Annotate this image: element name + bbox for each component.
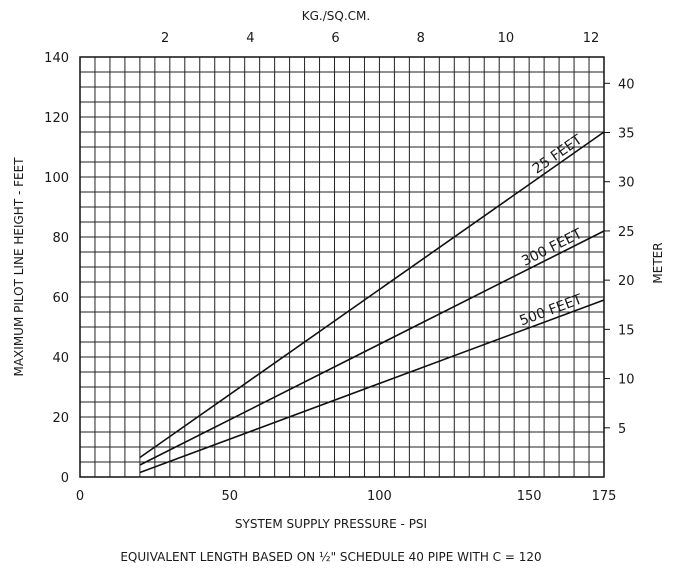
- right-tick-label: 25: [618, 225, 635, 240]
- grid: [79, 56, 605, 478]
- series-line-0: [139, 131, 605, 459]
- top-tick-label: 12: [583, 31, 600, 46]
- top-axis-title: KG./SQ.CM.: [302, 9, 370, 23]
- y-tick-label: 120: [44, 111, 69, 126]
- tick-labels: 0 20 40 60 80 100 120 140 0 50 100 150 175 2 4 6 8 10 12 5 1…: [44, 31, 634, 504]
- right-tick-label: 10: [618, 373, 635, 388]
- right-tick-label: 35: [618, 127, 635, 142]
- right-tick-label: 15: [618, 323, 635, 338]
- top-tick-label: 10: [498, 31, 515, 46]
- x-tick-label: 0: [76, 489, 84, 504]
- y-tick-label: 60: [52, 291, 69, 306]
- right-tick-label: 5: [618, 422, 626, 437]
- y-tick-label: 80: [52, 231, 69, 246]
- right-tick-label: 20: [618, 274, 635, 289]
- series-label-0: 25 FEET: [530, 132, 586, 178]
- right-axis-title: METER: [651, 242, 665, 283]
- y-tick-label: 140: [44, 51, 69, 66]
- top-tick-label: 6: [331, 31, 339, 46]
- y-tick-label: 20: [52, 411, 69, 426]
- top-tick-label: 4: [246, 31, 254, 46]
- plot-border: [79, 56, 605, 478]
- footnote: EQUIVALENT LENGTH BASED ON ½" SCHEDULE 4…: [120, 550, 541, 564]
- x-axis-title: SYSTEM SUPPLY PRESSURE - PSI: [235, 517, 427, 531]
- x-tick-label: 175: [592, 489, 617, 504]
- y-tick-label: 0: [61, 471, 69, 486]
- x-tick-label: 150: [517, 489, 542, 504]
- right-tick-label: 30: [618, 176, 635, 191]
- x-tick-label: 100: [367, 489, 392, 504]
- series-line-2: [139, 299, 605, 474]
- y-tick-label: 40: [52, 351, 69, 366]
- y-tick-label: 100: [44, 171, 69, 186]
- top-tick-label: 8: [417, 31, 425, 46]
- top-tick-label: 2: [161, 31, 169, 46]
- plot-frame: [79, 56, 605, 478]
- y-axis-title: MAXIMUM PILOT LINE HEIGHT - FEET: [12, 157, 26, 377]
- x-tick-label: 50: [221, 489, 238, 504]
- right-tick-label: 40: [618, 77, 635, 92]
- series-line-1: [139, 230, 605, 466]
